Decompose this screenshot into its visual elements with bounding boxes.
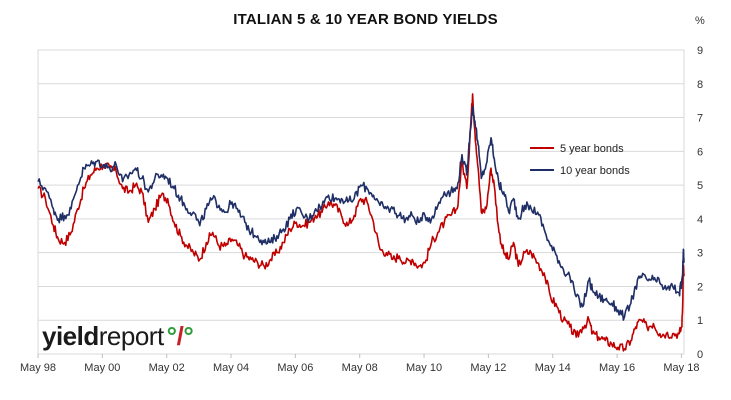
y-axis-label: % (695, 15, 705, 27)
legend: 5 year bonds 10 year bonds (530, 143, 630, 177)
y-tick-label: 9 (697, 45, 703, 57)
plot-frame (37, 49, 685, 355)
y-tick-label: 5 (697, 180, 703, 192)
x-tick-label: May 00 (84, 362, 120, 374)
series-line-10yr (37, 105, 685, 321)
legend-label: 5 year bonds (560, 143, 624, 155)
y-tick-label: 6 (697, 146, 703, 158)
y-tick-label: 4 (697, 214, 703, 226)
yieldreport-logo: yieldreport °/° (42, 321, 194, 351)
y-tick-label: 2 (697, 281, 703, 293)
y-tick-label: 3 (697, 248, 703, 260)
y-tick-label: 1 (697, 315, 703, 327)
x-tick-label: May 10 (406, 362, 442, 374)
series-line-5yr (37, 93, 685, 352)
legend-label: 10 year bonds (560, 165, 630, 177)
y-tick-label: 8 (697, 79, 703, 91)
x-tick-label: May 16 (599, 362, 635, 374)
y-tick-label: 0 (697, 349, 703, 361)
x-tick-label: May 04 (213, 362, 249, 374)
logo-text-regular: report (98, 321, 164, 351)
x-tick-label: May 08 (342, 362, 378, 374)
chart-title: ITALIAN 5 & 10 YEAR BOND YIELDS (233, 11, 498, 28)
logo-text-bold: yield (42, 321, 99, 351)
logo-percent-icon: °/° (166, 321, 194, 351)
x-tick-label: May 18 (663, 362, 699, 374)
axes: 0 1 2 3 4 5 6 7 8 9% May 98 May 00 May 02 May 04 May 0… (20, 15, 705, 374)
x-tick-label: May 14 (535, 362, 571, 374)
x-tick-label: May 02 (149, 362, 185, 374)
series (37, 93, 685, 352)
grid (37, 49, 685, 355)
y-tick-label: 7 (697, 113, 703, 125)
x-tick-label: May 06 (277, 362, 313, 374)
x-tick-label: May 12 (470, 362, 506, 374)
x-tick-label: May 98 (20, 362, 56, 374)
